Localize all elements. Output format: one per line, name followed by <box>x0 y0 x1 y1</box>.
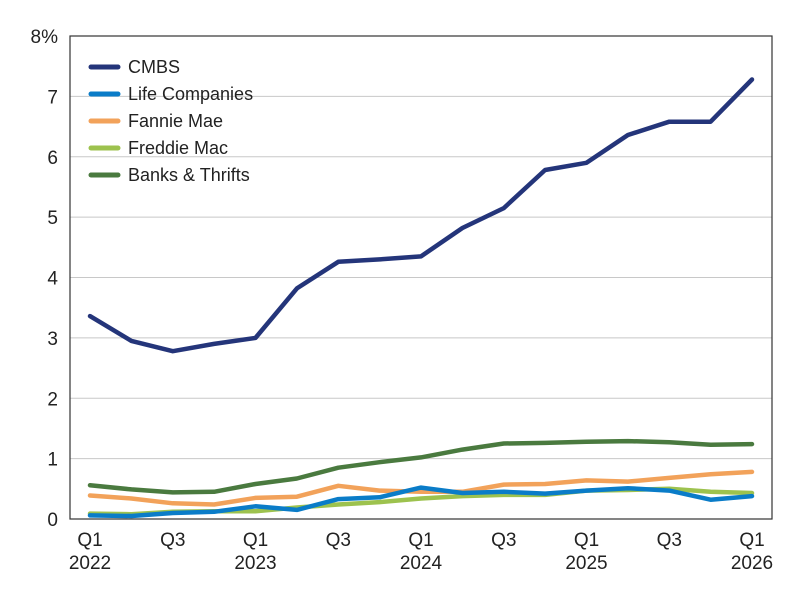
x-tick-label: Q1 <box>739 530 764 551</box>
x-tick-year-label: 2025 <box>565 553 607 574</box>
legend-label: CMBS <box>128 57 180 77</box>
legend-entry: Life Companies <box>88 84 253 104</box>
x-tick-year-label: 2024 <box>400 553 443 574</box>
y-tick-label: 6 <box>47 148 58 169</box>
legend-entry: Banks & Thrifts <box>88 165 250 185</box>
x-tick: Q3 <box>657 530 682 551</box>
y-tick-label: 1 <box>47 450 58 471</box>
y-axis-ticks: 0 1 2 3 4 5 6 7 8% <box>31 27 59 531</box>
x-tick: Q3 <box>160 530 185 551</box>
series-line-cmbs <box>87 77 755 354</box>
legend-entry: Freddie Mac <box>88 138 228 158</box>
y-tick-label: 2 <box>47 389 58 410</box>
legend-label: Life Companies <box>128 84 253 104</box>
x-tick-label: Q3 <box>657 530 682 551</box>
y-tick-label: 3 <box>47 329 58 350</box>
x-tick-label: Q3 <box>160 530 185 551</box>
series-line-life-companies <box>87 485 755 519</box>
legend-entry: CMBS <box>88 57 180 77</box>
legend-label: Freddie Mac <box>128 138 228 158</box>
x-tick-year-label: 2023 <box>234 553 276 574</box>
y-tick-label: 7 <box>47 87 58 108</box>
plot-frame <box>69 35 773 520</box>
gridlines <box>70 95 772 460</box>
series-line-banks-thrifts <box>87 438 755 495</box>
y-tick-label: 4 <box>47 269 58 290</box>
y-tick-label: 8% <box>31 27 59 48</box>
x-tick-year-label: 2022 <box>69 553 111 574</box>
x-tick-label: Q1 <box>243 530 268 551</box>
x-tick: Q3 <box>491 530 516 551</box>
x-tick-label: Q3 <box>326 530 351 551</box>
x-tick-label: Q1 <box>408 530 433 551</box>
series-lines <box>87 77 755 519</box>
legend-label: Fannie Mae <box>128 111 223 131</box>
y-tick-label: 0 <box>47 510 58 531</box>
legend: CMBS Life Companies Fannie Mae Freddie Mac B… <box>88 57 253 185</box>
x-tick-label: Q1 <box>574 530 599 551</box>
legend-label: Banks & Thrifts <box>128 165 250 185</box>
y-tick-label: 5 <box>47 208 58 229</box>
x-tick-label: Q3 <box>491 530 516 551</box>
x-tick-year-label: 2026 <box>731 553 773 574</box>
x-tick-label: Q1 <box>77 530 102 551</box>
series-line-fannie-mae <box>87 469 755 507</box>
legend-entry: Fannie Mae <box>88 111 223 131</box>
x-tick: Q3 <box>326 530 351 551</box>
